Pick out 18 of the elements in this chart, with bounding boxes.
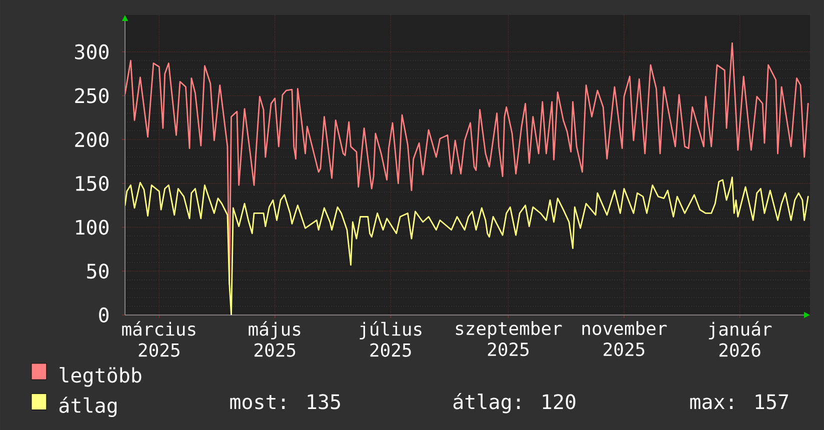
y-tick-label: 0 — [99, 307, 109, 323]
text: most: 135 — [230, 394, 340, 410]
x-tick-label: július 2025 — [360, 321, 422, 357]
y-tick-label: 300 — [75, 44, 109, 60]
legend-label: legtöbb — [60, 367, 142, 387]
x-tick-label: szeptember 2025 — [456, 321, 562, 356]
y-tick-label: 100 — [76, 220, 109, 235]
text: max: 157 — [690, 394, 788, 410]
x-tick-label: március 2025 — [122, 321, 196, 357]
legend-label: átlag — [59, 396, 117, 417]
x-tick-label: május 2025 — [248, 321, 300, 357]
y-tick-label: 50 — [87, 264, 109, 279]
y-tick-label: 150 — [76, 176, 109, 191]
x-tick-label: január 2026 — [708, 321, 772, 357]
y-tick-label: 250 — [75, 88, 109, 104]
x-tick-label: november 2025 — [582, 321, 667, 356]
y-tick-label: 200 — [75, 132, 109, 148]
text: átlag: 120 — [454, 392, 576, 414]
